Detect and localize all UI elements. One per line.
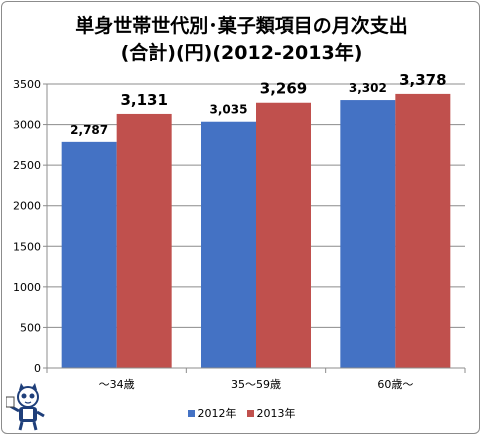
chart-subtitle: (合計)(円)(2012-2013年) bbox=[120, 42, 363, 64]
bar-0-0 bbox=[61, 141, 117, 368]
axes bbox=[43, 83, 466, 373]
chart-title: 単身世帯世代別･菓子類項目の月次支出 bbox=[75, 15, 408, 37]
data-label-0-0: 2,787 bbox=[70, 123, 108, 137]
bar-1-0 bbox=[116, 113, 172, 368]
legend-swatch-2013 bbox=[246, 409, 254, 417]
bar-0-1 bbox=[201, 121, 256, 368]
y-tick-label-7: 3500 bbox=[13, 78, 41, 91]
bars bbox=[61, 93, 451, 369]
y-tick-label-4: 2000 bbox=[13, 200, 41, 213]
x-tick-label-2: 60歳～ bbox=[377, 378, 413, 391]
y-tick-label-2: 1000 bbox=[13, 281, 41, 294]
bar-1-1 bbox=[256, 102, 311, 368]
cat-mascot-icon bbox=[6, 383, 45, 431]
labels: 0 500 1000 1500 2000 2500 3000 3500 ～34歳 2,787 3,1… bbox=[13, 71, 447, 391]
y-tick-label-6: 3000 bbox=[13, 119, 41, 132]
y-tick-label-1: 500 bbox=[20, 321, 41, 334]
bar-0-2 bbox=[340, 100, 396, 368]
data-label-1-1: 3,269 bbox=[260, 80, 307, 98]
legend-label-2013: 2013年 bbox=[256, 407, 296, 420]
legend-item-2012: 2012年 bbox=[187, 405, 237, 421]
y-tick-label-3: 1500 bbox=[13, 240, 41, 253]
x-tick-label-1: 35～59歳 bbox=[231, 378, 281, 391]
y-tick-label-5: 2500 bbox=[13, 159, 41, 172]
y-tick-label-0: 0 bbox=[34, 362, 41, 375]
data-label-1-0: 3,131 bbox=[120, 91, 167, 109]
data-label-0-1: 3,035 bbox=[210, 103, 248, 117]
data-label-0-2: 3,302 bbox=[349, 81, 387, 95]
bar-1-2 bbox=[395, 93, 451, 369]
legend-label-2012: 2012年 bbox=[197, 407, 237, 420]
legend: 2012年 2013年 bbox=[0, 405, 483, 421]
data-label-1-2: 3,378 bbox=[399, 71, 446, 89]
legend-item-2013: 2013年 bbox=[246, 405, 296, 421]
x-tick-label-0: ～34歳 bbox=[99, 378, 135, 391]
legend-swatch-2012 bbox=[187, 409, 195, 417]
